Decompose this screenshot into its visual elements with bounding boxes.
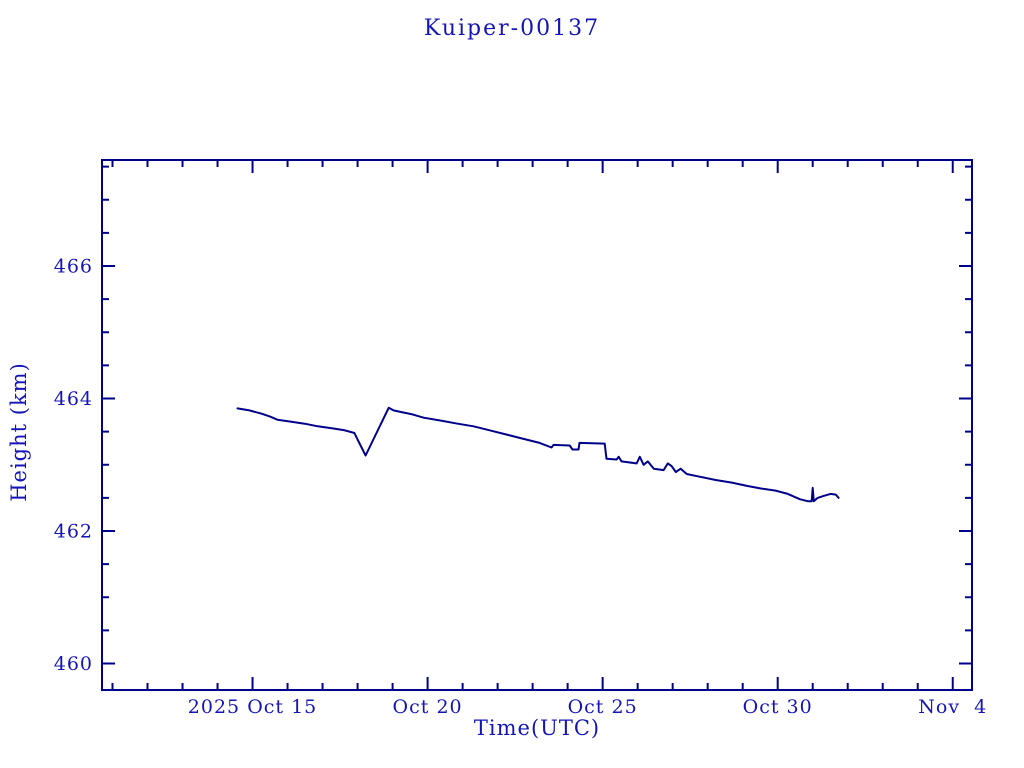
x-tick-label: Nov 4 (918, 696, 987, 718)
x-axis-title: Time(UTC) (473, 716, 601, 740)
y-tick-label: 466 (54, 256, 93, 278)
x-tick-label: 2025 Oct 15 (188, 696, 317, 718)
x-tick-label: Oct 20 (393, 696, 463, 718)
y-tick-label: 464 (54, 388, 93, 410)
data-line (236, 406, 840, 503)
x-tick-label: Oct 25 (568, 696, 638, 718)
chart-title: Kuiper-00137 (423, 16, 601, 41)
y-tick-label: 460 (54, 653, 93, 675)
plot-frame (101, 159, 973, 691)
x-tick-label: Oct 30 (743, 696, 813, 718)
y-axis-title: Height (km) (7, 362, 31, 502)
y-tick-label: 462 (54, 521, 93, 543)
